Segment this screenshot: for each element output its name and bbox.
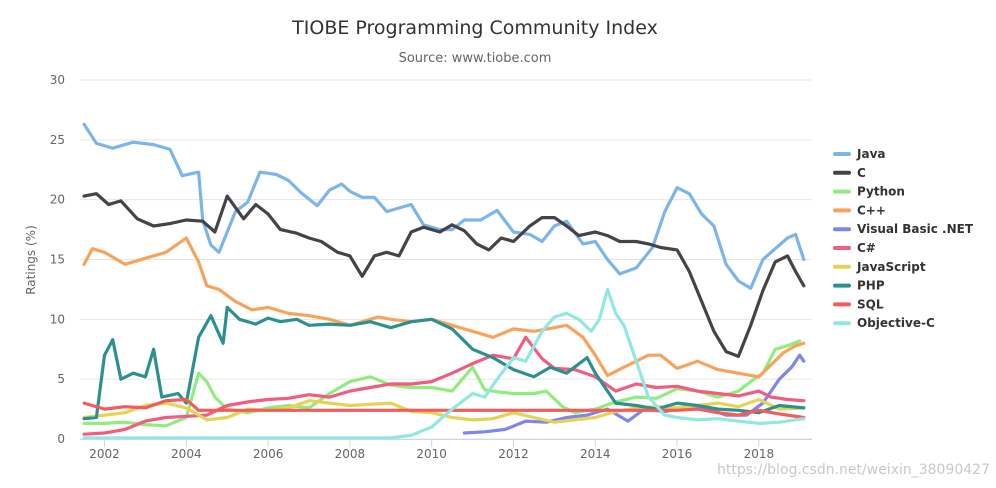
legend-label: C++ xyxy=(857,203,886,217)
x-tick-label: 2012 xyxy=(498,447,529,461)
series-line-php[interactable] xyxy=(82,305,806,421)
series-line-c[interactable] xyxy=(82,192,806,358)
legend-item-c[interactable]: C xyxy=(833,166,866,180)
series-line-c[interactable] xyxy=(82,335,806,436)
x-tick-label: 2018 xyxy=(744,447,775,461)
legend-label: C xyxy=(857,166,866,180)
y-tick-label: 20 xyxy=(50,193,65,207)
axis-layer: 0 5 10 15 20 25 30 2002 2004 2006 2008 2010 2012 2014… xyxy=(50,73,812,461)
legend: Java C Python C++ Visual Basic .NET C# JavaScr… xyxy=(833,147,974,330)
series-line-sql[interactable] xyxy=(82,397,806,420)
legend-item-python[interactable]: Python xyxy=(833,185,905,199)
y-tick-label: 15 xyxy=(50,253,65,267)
x-tick-label: 2004 xyxy=(171,447,202,461)
chart-subtitle: Source: www.tiobe.com xyxy=(399,51,552,66)
x-tick-label: 2002 xyxy=(89,447,120,461)
y-tick-label: 5 xyxy=(57,372,65,386)
legend-label: C# xyxy=(857,241,876,255)
legend-item-visual-basic-net[interactable]: Visual Basic .NET xyxy=(833,222,974,236)
legend-item-php[interactable]: PHP xyxy=(833,279,885,293)
legend-item-sql[interactable]: SQL xyxy=(833,297,884,311)
y-tick-label: 0 xyxy=(57,432,65,446)
legend-label: JavaScript xyxy=(856,260,926,274)
y-axis-label: Ratings (%) xyxy=(24,225,38,295)
series-line-objective-c[interactable] xyxy=(82,287,806,440)
legend-label: SQL xyxy=(857,297,884,311)
watermark-text: https://blog.csdn.net/weixin_38090427 xyxy=(717,462,990,478)
x-tick-label: 2016 xyxy=(662,447,693,461)
x-tick-label: 2010 xyxy=(416,447,447,461)
legend-item-javascript[interactable]: JavaScript xyxy=(833,260,926,274)
x-tick-label: 2014 xyxy=(580,447,611,461)
y-tick-label: 25 xyxy=(50,133,65,147)
y-tick-label: 30 xyxy=(50,73,65,87)
legend-label: Python xyxy=(857,185,905,199)
x-tick-label: 2006 xyxy=(253,447,284,461)
series-line-javascript[interactable] xyxy=(82,397,806,424)
legend-item-c[interactable]: C# xyxy=(833,241,876,255)
series-line-c[interactable] xyxy=(82,236,806,379)
legend-item-java[interactable]: Java xyxy=(833,147,885,161)
chart-title: TIOBE Programming Community Index xyxy=(291,17,658,39)
series-layer xyxy=(82,122,806,440)
legend-label: Objective-C xyxy=(857,316,935,330)
legend-item-objective-c[interactable]: Objective-C xyxy=(833,316,935,330)
legend-label: Java xyxy=(856,147,885,161)
legend-label: Visual Basic .NET xyxy=(857,222,974,236)
x-tick-label: 2008 xyxy=(335,447,366,461)
y-tick-label: 10 xyxy=(50,312,65,326)
legend-item-c[interactable]: C++ xyxy=(833,203,886,217)
legend-label: PHP xyxy=(857,279,885,293)
